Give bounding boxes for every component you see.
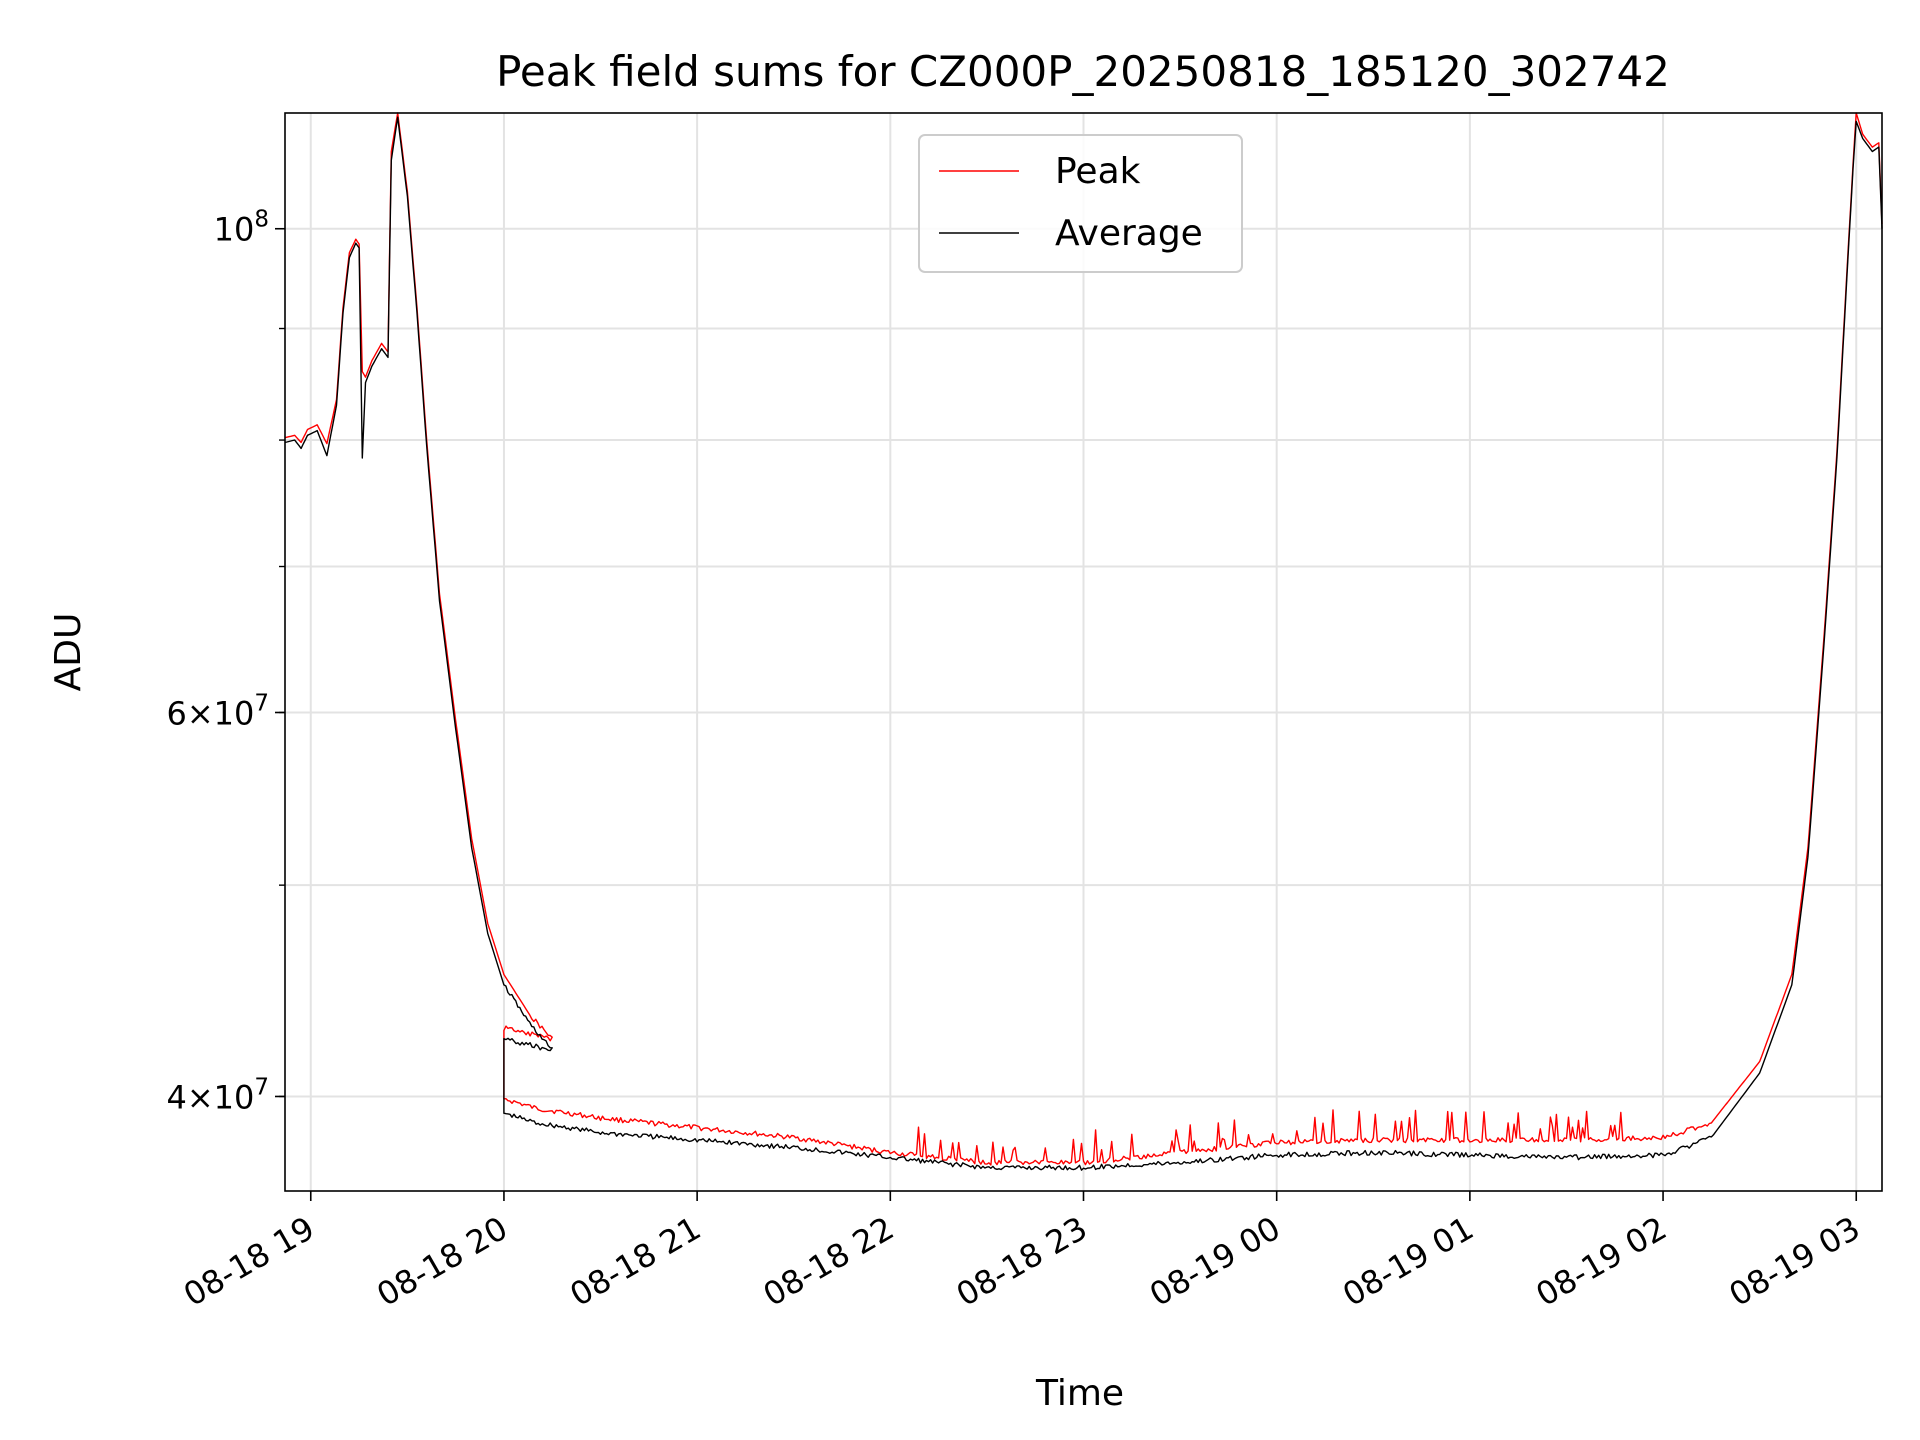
y-tick-label: 6×107 xyxy=(166,690,269,732)
y-axis-label: ADU xyxy=(48,613,89,692)
series-line-peak xyxy=(284,112,1883,1166)
y-tick-label: 4×107 xyxy=(166,1074,269,1116)
y-tick-label: 108 xyxy=(214,207,269,249)
x-axis-label: Time xyxy=(1035,1373,1124,1414)
legend-box xyxy=(918,134,1243,273)
series-layer xyxy=(284,112,1883,1171)
legend-label-peak: Peak xyxy=(1055,151,1141,192)
chart-title: Peak field sums for CZ000P_20250818_1851… xyxy=(496,47,1670,96)
legend: Peak Average xyxy=(918,134,1243,273)
grid xyxy=(285,113,1882,1191)
legend-label-average: Average xyxy=(1055,213,1203,254)
series-line-average xyxy=(284,116,1883,1171)
